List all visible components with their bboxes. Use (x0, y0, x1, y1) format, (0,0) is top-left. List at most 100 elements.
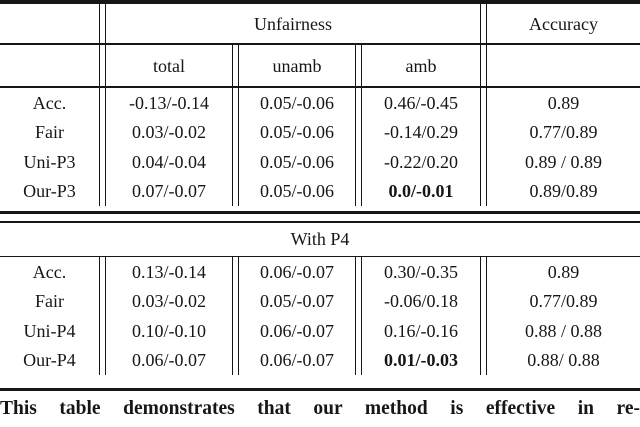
cell-total: 0.06/-0.07 (132, 350, 206, 371)
double-bar-divider (232, 286, 239, 316)
subheader-empty (0, 45, 99, 86)
double-bar-divider (355, 88, 362, 118)
double-bar-divider (99, 316, 106, 346)
spacer (0, 375, 640, 388)
table-row: Our-P4 0.06/-0.07 0.06/-0.07 0.01/-0.03 … (0, 345, 640, 375)
double-bar-divider (99, 117, 106, 147)
cell-unamb: 0.06/-0.07 (260, 350, 334, 371)
table-row: Fair 0.03/-0.02 0.05/-0.07 -0.06/0.18 0.… (0, 286, 640, 316)
double-bar-divider (99, 286, 106, 316)
double-bar-divider (480, 147, 487, 177)
table-section-rule (0, 211, 640, 214)
cell-accuracy: 0.89 (547, 92, 580, 113)
double-bar-divider (355, 176, 362, 206)
table-caption: This table demonstrates that our method … (0, 397, 640, 419)
table-top-rule (0, 0, 640, 4)
table-rule (0, 255, 640, 257)
double-bar-divider (99, 257, 106, 287)
double-bar-divider (480, 117, 487, 147)
table-row: Fair 0.03/-0.02 0.05/-0.06 -0.14/0.29 0.… (0, 117, 640, 147)
double-bar-divider (355, 147, 362, 177)
cell-amb: -0.06/0.18 (384, 291, 458, 312)
subcol-header-total: total (153, 55, 185, 76)
cell-unamb: 0.05/-0.06 (260, 181, 334, 202)
cell-total: 0.10/-0.10 (132, 320, 206, 341)
cell-unamb: 0.06/-0.07 (260, 261, 334, 282)
cell-total: 0.04/-0.04 (132, 151, 206, 172)
section-title-with-p4: With P4 (290, 228, 350, 249)
cell-total: 0.03/-0.02 (132, 291, 206, 312)
table-rule (0, 86, 640, 88)
row-label: Our-P3 (23, 181, 76, 202)
row-label: Our-P4 (23, 350, 76, 371)
table-rule (0, 221, 640, 223)
double-bar-divider (355, 45, 362, 86)
subheader-accuracy-empty (487, 45, 640, 86)
cell-amb: -0.22/0.20 (384, 151, 458, 172)
row-label: Uni-P3 (23, 151, 76, 172)
spacer (0, 214, 640, 222)
cell-amb-bold: 0.0/-0.01 (388, 181, 454, 202)
double-bar-divider (232, 257, 239, 287)
double-bar-divider (232, 117, 239, 147)
cell-accuracy: 0.89/0.89 (529, 181, 598, 202)
cell-accuracy: 0.77/0.89 (529, 122, 598, 143)
double-bar-divider (355, 257, 362, 287)
subcol-header-amb: amb (405, 55, 437, 76)
cell-amb: 0.30/-0.35 (384, 261, 458, 282)
cell-amb: -0.14/0.29 (384, 122, 458, 143)
cell-unamb: 0.05/-0.07 (260, 291, 334, 312)
double-bar-divider (355, 316, 362, 346)
double-bar-divider (480, 316, 487, 346)
double-bar-divider (99, 45, 106, 86)
col-header-unfairness: Unfairness (254, 13, 332, 34)
double-bar-divider (480, 88, 487, 118)
row-label: Fair (35, 122, 64, 143)
double-bar-divider (99, 176, 106, 206)
table-subheader-row: total unamb amb (0, 45, 640, 86)
double-bar-divider (480, 286, 487, 316)
subcol-header-unamb: unamb (272, 55, 322, 76)
double-bar-divider (232, 45, 239, 86)
table-row: Uni-P3 0.04/-0.04 0.05/-0.06 -0.22/0.20 … (0, 147, 640, 177)
double-bar-divider (355, 117, 362, 147)
double-bar-divider (355, 286, 362, 316)
double-bar-divider (232, 176, 239, 206)
cell-accuracy: 0.89 / 0.89 (524, 151, 602, 172)
double-bar-divider (232, 88, 239, 118)
cell-amb-bold: 0.01/-0.03 (384, 350, 458, 371)
double-bar-divider (480, 4, 487, 43)
cell-total: 0.03/-0.02 (132, 122, 206, 143)
double-bar-divider (99, 88, 106, 118)
table-row: Acc. -0.13/-0.14 0.05/-0.06 0.46/-0.45 0… (0, 88, 640, 118)
table-header-group-row: Unfairness Accuracy (0, 4, 640, 43)
cell-accuracy: 0.89 (547, 261, 580, 282)
double-bar-divider (99, 345, 106, 375)
double-bar-divider (99, 147, 106, 177)
cell-amb: 0.16/-0.16 (384, 320, 458, 341)
cell-unamb: 0.05/-0.06 (260, 92, 334, 113)
double-bar-divider (355, 345, 362, 375)
header-corner-empty (0, 4, 99, 43)
cell-total: 0.07/-0.07 (132, 181, 206, 202)
table-row: Acc. 0.13/-0.14 0.06/-0.07 0.30/-0.35 0.… (0, 257, 640, 287)
double-bar-divider (480, 176, 487, 206)
table-row: Our-P3 0.07/-0.07 0.05/-0.06 0.0/-0.01 0… (0, 176, 640, 206)
table-row: Uni-P4 0.10/-0.10 0.06/-0.07 0.16/-0.16 … (0, 316, 640, 346)
cell-unamb: 0.05/-0.06 (260, 151, 334, 172)
cell-total: -0.13/-0.14 (129, 92, 209, 113)
cell-amb: 0.46/-0.45 (384, 92, 458, 113)
cell-accuracy: 0.77/0.89 (529, 291, 598, 312)
row-label: Fair (35, 291, 64, 312)
cell-unamb: 0.05/-0.06 (260, 122, 334, 143)
row-label: Acc. (32, 92, 67, 113)
double-bar-divider (99, 4, 106, 43)
double-bar-divider (480, 45, 487, 86)
cell-total: 0.13/-0.14 (132, 261, 206, 282)
cell-accuracy: 0.88/ 0.88 (527, 350, 600, 371)
double-bar-divider (480, 345, 487, 375)
col-header-accuracy: Accuracy (529, 13, 598, 34)
table-rule (0, 43, 640, 45)
double-bar-divider (232, 345, 239, 375)
